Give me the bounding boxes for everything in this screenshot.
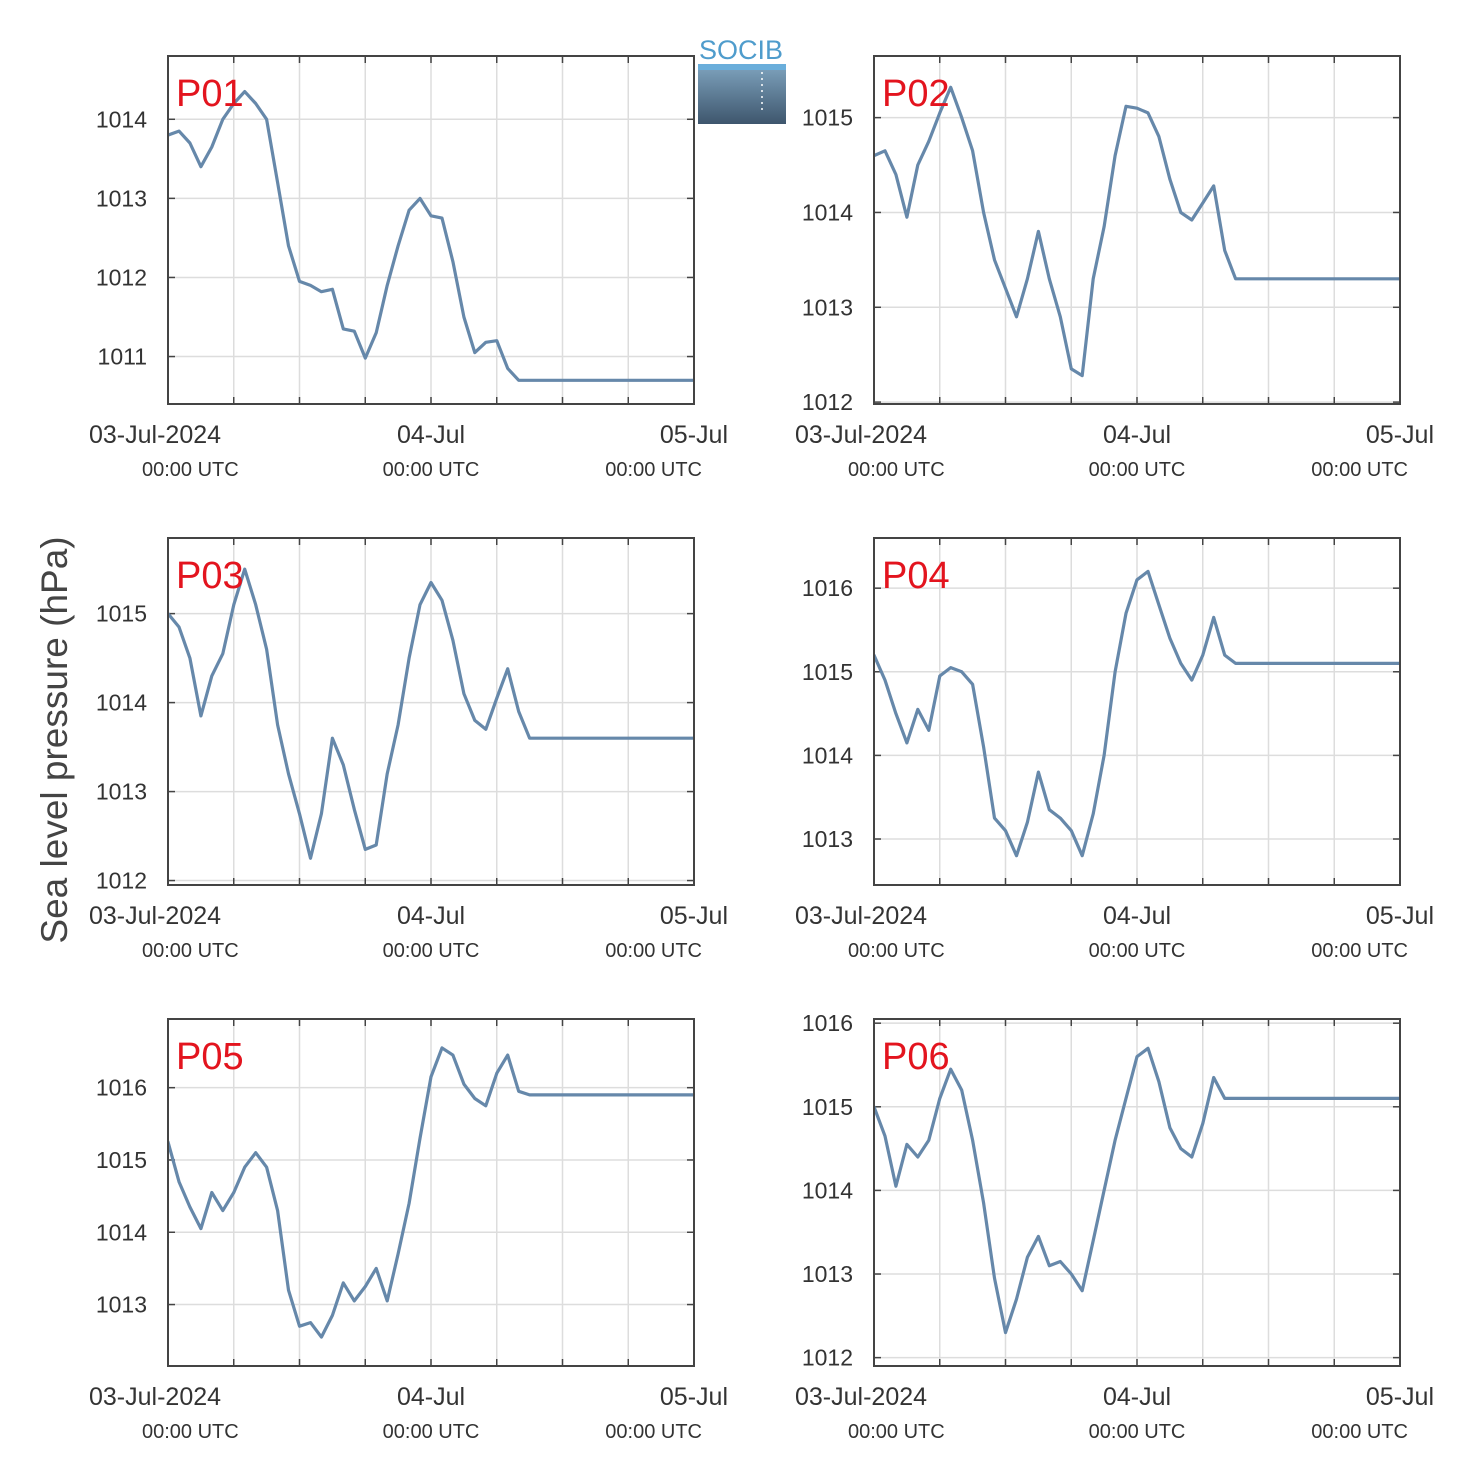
- x-tick-time-label: 00:00 UTC: [1311, 1421, 1408, 1443]
- y-tick-label: 1015: [802, 659, 853, 685]
- y-tick-label: 1014: [802, 742, 853, 768]
- x-tick-date-label: 04-Jul: [397, 1383, 465, 1411]
- y-tick-label: 1014: [802, 199, 853, 225]
- socib-logo-wave: [698, 64, 786, 70]
- x-tick-time-label: 00:00 UTC: [1089, 459, 1186, 481]
- pressure-line-p02: [874, 85, 1400, 378]
- y-tick-label: 1014: [96, 690, 147, 716]
- y-tick-label: 1013: [802, 294, 853, 320]
- y-tick-label: 1015: [802, 105, 853, 131]
- y-tick-label: 1015: [96, 1147, 147, 1173]
- y-tick-label: 1012: [96, 868, 147, 894]
- y-tick-label: 1015: [802, 1094, 853, 1120]
- y-tick-label: 1013: [96, 779, 147, 805]
- x-tick-date-label: 03-Jul-2024: [795, 421, 927, 449]
- x-tick-time-label: 00:00 UTC: [383, 459, 480, 481]
- plot-frame: [873, 537, 1401, 886]
- socib-logo-text: SOCIB: [699, 35, 783, 65]
- y-tick-label: 1013: [96, 1292, 147, 1318]
- panel-p02: 1012 1013 1014 1015 P02 03-Jul-2024 00:00 UTC 0…: [795, 55, 1434, 481]
- y-tick-label: 1016: [96, 1075, 147, 1101]
- x-tick-time-label: 00:00 UTC: [848, 940, 945, 962]
- y-tick-label: 1011: [98, 344, 147, 370]
- station-label: P01: [176, 73, 244, 115]
- station-label: P02: [882, 73, 950, 115]
- y-tick-label: 1016: [802, 575, 853, 601]
- x-tick-date-label: 03-Jul-2024: [795, 902, 927, 930]
- x-tick-time-label: 00:00 UTC: [1089, 1421, 1186, 1443]
- plot-frame: [873, 1018, 1401, 1367]
- socib-logo-shape: [698, 64, 786, 124]
- x-tick-date-label: 05-Jul: [660, 902, 728, 930]
- x-tick-date-label: 03-Jul-2024: [795, 1383, 927, 1411]
- plot-frame: [167, 55, 695, 405]
- x-tick-time-label: 00:00 UTC: [848, 1421, 945, 1443]
- x-tick-time-label: 00:00 UTC: [142, 459, 239, 481]
- x-tick-date-label: 05-Jul: [1366, 902, 1434, 930]
- x-tick-time-label: 00:00 UTC: [1311, 940, 1408, 962]
- panel-p04: 1013 1014 1015 1016 P04 03-Jul-2024 00:00 UTC 0…: [795, 537, 1434, 962]
- station-label: P04: [882, 555, 950, 597]
- plot-frame: [167, 1018, 695, 1367]
- plot-frame: [873, 55, 1401, 405]
- x-tick-time-label: 00:00 UTC: [142, 940, 239, 962]
- station-label: P06: [882, 1036, 950, 1078]
- pressure-line-p03: [168, 567, 694, 860]
- panel-p01: 1011 1012 1013 1014 P01 03-Jul-2024 00:00 UTC 0…: [89, 55, 728, 481]
- y-tick-label: 1014: [96, 1219, 147, 1245]
- x-tick-date-label: 04-Jul: [397, 421, 465, 449]
- pressure-line-p04: [874, 569, 1400, 858]
- x-tick-time-label: 00:00 UTC: [383, 940, 480, 962]
- x-tick-date-label: 05-Jul: [660, 421, 728, 449]
- x-tick-time-label: 00:00 UTC: [848, 459, 945, 481]
- station-label: P05: [176, 1036, 244, 1078]
- x-tick-date-label: 03-Jul-2024: [89, 1383, 221, 1411]
- y-tick-label: 1013: [802, 1261, 853, 1287]
- x-tick-date-label: 05-Jul: [1366, 421, 1434, 449]
- x-tick-time-label: 00:00 UTC: [142, 1421, 239, 1443]
- panels: 1011 1012 1013 1014 P01 03-Jul-2024 00:00 UTC 0…: [89, 55, 1434, 1443]
- panel-p06: 1012 1013 1014 1015 1016 P06 03-Jul-2024 00:00 …: [795, 1010, 1434, 1443]
- y-axis-label: Sea level pressure (hPa): [34, 536, 75, 943]
- y-tick-label: 1016: [802, 1010, 853, 1036]
- y-tick-label: 1012: [96, 264, 147, 290]
- pressure-line-p05: [168, 1046, 694, 1339]
- x-tick-date-label: 03-Jul-2024: [89, 421, 221, 449]
- x-tick-date-label: 03-Jul-2024: [89, 902, 221, 930]
- y-tick-label: 1014: [802, 1177, 853, 1203]
- x-tick-time-label: 00:00 UTC: [605, 940, 702, 962]
- pressure-line-p01: [168, 90, 694, 382]
- pressure-line-p06: [874, 1046, 1400, 1335]
- panel-p03: 1012 1013 1014 1015 P03 03-Jul-2024 00:00 UTC 0…: [89, 537, 728, 962]
- x-tick-date-label: 04-Jul: [1103, 421, 1171, 449]
- socib-logo: SOCIB: [698, 35, 786, 124]
- y-tick-label: 1013: [96, 185, 147, 211]
- x-tick-time-label: 00:00 UTC: [383, 1421, 480, 1443]
- x-tick-date-label: 05-Jul: [1366, 1383, 1434, 1411]
- station-label: P03: [176, 555, 244, 597]
- plot-frame: [167, 537, 695, 886]
- y-tick-label: 1014: [96, 106, 147, 132]
- y-tick-label: 1012: [802, 1345, 853, 1371]
- y-tick-label: 1012: [802, 389, 853, 415]
- y-tick-label: 1013: [802, 826, 853, 852]
- x-tick-time-label: 00:00 UTC: [1089, 940, 1186, 962]
- y-tick-label: 1015: [96, 601, 147, 627]
- x-tick-date-label: 04-Jul: [1103, 1383, 1171, 1411]
- x-tick-date-label: 05-Jul: [660, 1383, 728, 1411]
- x-tick-time-label: 00:00 UTC: [605, 1421, 702, 1443]
- x-tick-date-label: 04-Jul: [1103, 902, 1171, 930]
- x-tick-time-label: 00:00 UTC: [605, 459, 702, 481]
- x-tick-date-label: 04-Jul: [397, 902, 465, 930]
- x-tick-time-label: 00:00 UTC: [1311, 459, 1408, 481]
- panel-p05: 1013 1014 1015 1016 P05 03-Jul-2024 00:00 UTC 0…: [89, 1018, 728, 1443]
